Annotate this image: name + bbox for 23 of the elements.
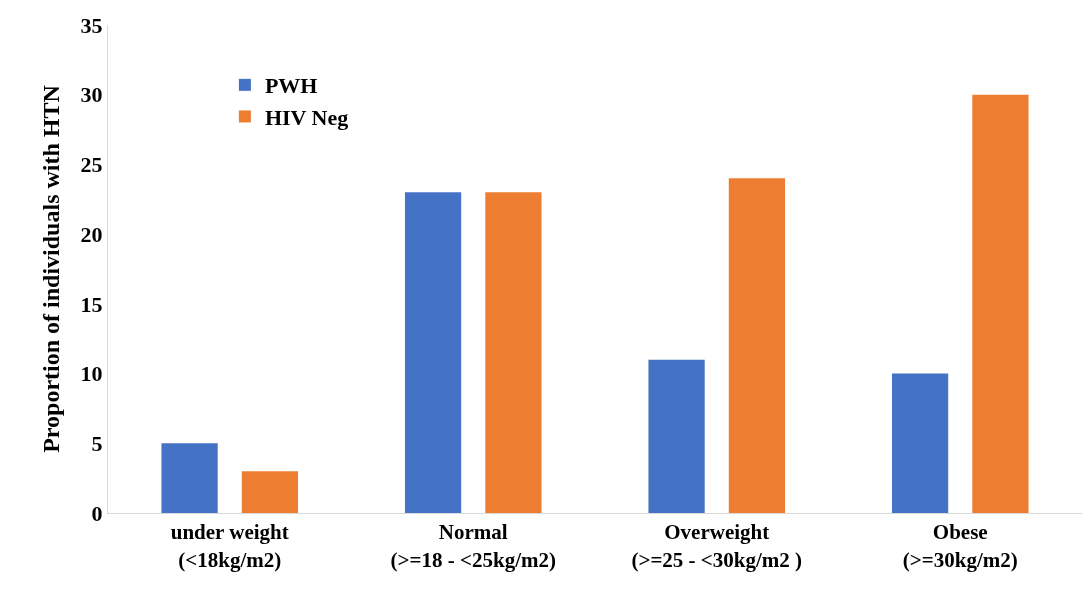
x-tick-label: under weight (<18kg/m2) (170, 520, 289, 572)
y-axis-title: Proportion of individuals with HTN (37, 84, 64, 453)
y-tick-label: 10 (80, 361, 103, 387)
bar (485, 192, 542, 513)
y-tick-label: 15 (80, 291, 103, 317)
bar (728, 178, 786, 513)
bar (972, 94, 1029, 513)
bar (648, 359, 705, 513)
legend-label: HIV Neg (264, 105, 349, 131)
x-tick-label: Normal (>=18 - <25kg/m2) (390, 520, 556, 572)
bar (161, 443, 218, 513)
y-tick-label: 20 (80, 221, 103, 247)
legend-label: PWH (264, 73, 318, 99)
y-tick-label: 30 (80, 82, 103, 108)
bar (404, 192, 462, 513)
x-tick-label: Overweight (>=25 - <30kg/m2 ) (631, 520, 803, 572)
y-tick-label: 35 (80, 12, 103, 38)
y-tick-label: 5 (91, 430, 103, 456)
y-tick-label: 0 (91, 500, 103, 526)
x-tick-label: Obese (>=30kg/m2) (902, 520, 1018, 572)
bar (891, 373, 949, 513)
y-tick-label: 25 (80, 152, 103, 178)
bar (241, 471, 299, 513)
